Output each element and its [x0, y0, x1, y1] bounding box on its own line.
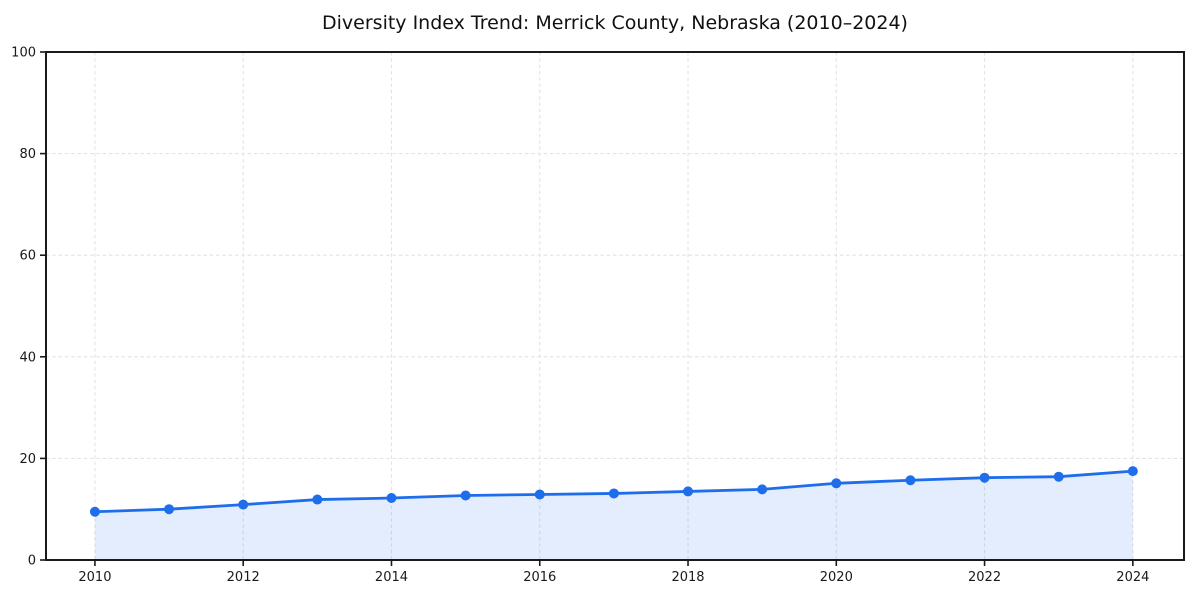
- chart-title: Diversity Index Trend: Merrick County, N…: [322, 12, 908, 34]
- x-axis-tick-label: 2024: [1116, 570, 1149, 585]
- x-axis-tick-label: 2010: [78, 570, 111, 585]
- data-point-2012: [238, 499, 249, 510]
- data-point-2019: [757, 484, 768, 495]
- x-axis-tick-label: 2018: [671, 570, 704, 585]
- x-axis-tick-label: 2016: [523, 570, 556, 585]
- y-axis-tick-label: 20: [19, 452, 36, 467]
- data-point-2022: [979, 472, 990, 483]
- data-point-2013: [312, 494, 323, 505]
- x-axis-tick-label: 2012: [227, 570, 260, 585]
- data-point-2024: [1127, 466, 1138, 477]
- data-point-2023: [1053, 471, 1064, 482]
- data-point-2014: [386, 493, 397, 504]
- data-point-2015: [460, 490, 471, 501]
- y-axis-tick-label: 60: [19, 249, 36, 264]
- x-axis-tick-label: 2020: [820, 570, 853, 585]
- data-point-2021: [905, 475, 916, 486]
- data-point-2010: [89, 506, 100, 517]
- x-axis-tick-label: 2014: [375, 570, 408, 585]
- plot-border: [45, 51, 1185, 561]
- y-axis-tick-label: 0: [28, 554, 36, 569]
- data-point-2020: [831, 478, 842, 489]
- y-axis-tick-label: 40: [19, 350, 36, 365]
- data-point-2011: [164, 504, 175, 515]
- y-axis-tick-label: 80: [19, 147, 36, 162]
- area-fill: [94, 471, 1133, 560]
- data-point-2016: [534, 489, 545, 500]
- y-axis-tick-label: 100: [11, 46, 36, 61]
- data-point-2017: [608, 488, 619, 499]
- x-axis-tick-label: 2022: [968, 570, 1001, 585]
- data-point-2018: [683, 486, 694, 497]
